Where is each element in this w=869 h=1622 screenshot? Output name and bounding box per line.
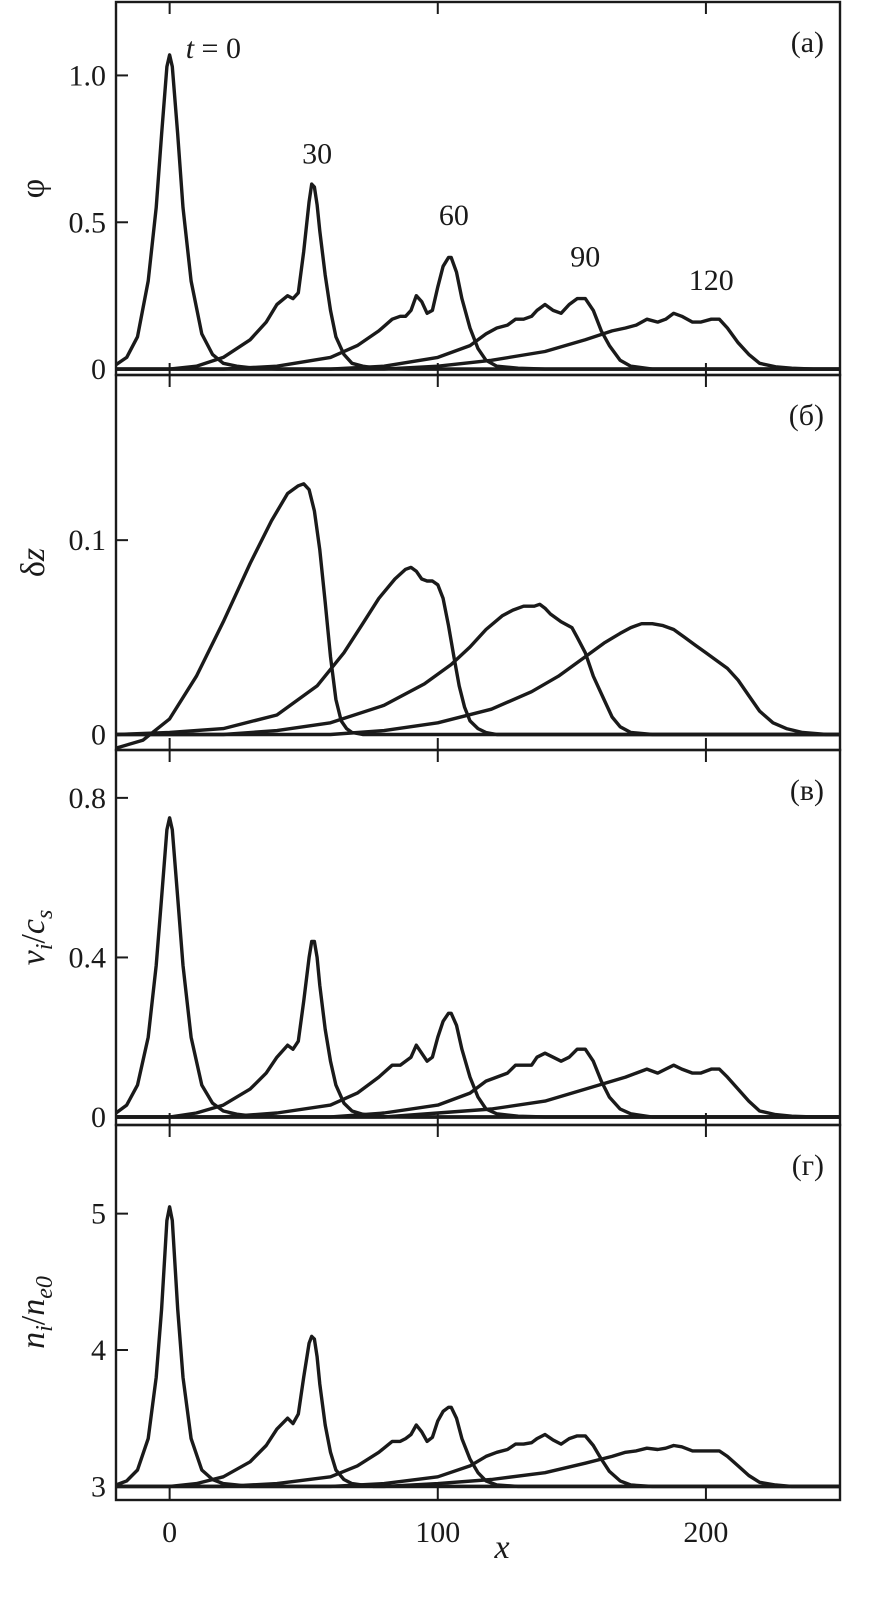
y-axis-label: ni/ne0 [15,1276,58,1349]
series-line-2 [116,602,840,737]
series-line-1 [116,182,840,371]
series-line-4 [116,311,840,371]
time-annotation: 30 [302,138,332,171]
chart-panel-g: 3 4 5 (г) ni/ne0 0 100 200 x [15,1123,842,1566]
x-axis-label: x [493,1529,509,1566]
y-tick-label: 4 [91,1334,106,1367]
time-annotation: t = 0 [186,32,241,65]
panel-label: (а) [791,26,824,59]
x-tick-label: 0 [162,1516,177,1549]
series-line-2 [116,255,840,371]
series-group [116,53,840,371]
series-line-3 [116,622,840,737]
y-tick-label: 0.8 [69,782,107,815]
y-tick-label: 3 [91,1470,106,1503]
y-tick-label: 5 [91,1198,106,1231]
series-line-4 [116,1063,840,1119]
chart-panel-b: 0 0.1 (б) δz [15,373,842,752]
series-line-3 [116,296,840,371]
chart-panels: 00.51.0(а)t = 0306090120φ00.1(б)δz00.40.… [15,0,842,1566]
y-tick-label: 0 [91,1101,106,1134]
y-tick-label: 0 [91,718,106,751]
y-tick-label: 0 [91,353,106,386]
series-line-0 [116,482,840,750]
chart-panel-a: 0 0.5 1.0 (а) t = 0 30 60 90 120 φ [15,0,842,386]
y-axis-label: vi/cs [15,910,58,966]
series-line-0 [116,1205,840,1489]
panel-label: (г) [792,1149,824,1182]
series-line-3 [116,1047,840,1119]
plot-frame [114,1123,842,1502]
panel-label: (в) [790,774,824,807]
panel-label: (б) [789,399,824,432]
series-line-2 [116,1011,840,1119]
y-tick-label: 0.4 [69,941,107,974]
x-tick-label: 200 [683,1516,728,1549]
y-axis-label: φ [15,179,52,199]
series-line-1 [116,1334,840,1489]
series-line-3 [116,1432,840,1489]
time-annotation: 90 [570,240,600,273]
plot-frame [114,373,842,752]
series-line-1 [116,565,840,737]
y-axis-label: δz [15,548,52,577]
y-tick-label: 0.5 [69,206,107,239]
y-tick-label: 0.1 [69,524,107,557]
series-line-1 [116,939,840,1119]
series-group [116,1205,840,1489]
series-line-2 [116,1405,840,1489]
series-line-0 [116,816,840,1119]
plot-frame [114,748,842,1127]
time-annotation: 60 [439,199,469,232]
y-tick-label: 1.0 [69,59,107,92]
series-group [116,816,840,1119]
x-tick-label: 100 [415,1516,460,1549]
series-line-4 [116,1443,840,1489]
time-annotation: 120 [689,264,734,297]
chart-panel-v: 0 0.4 0.8 (в) vi/cs [15,748,842,1134]
series-group [116,482,840,750]
series-line-0 [116,53,840,371]
